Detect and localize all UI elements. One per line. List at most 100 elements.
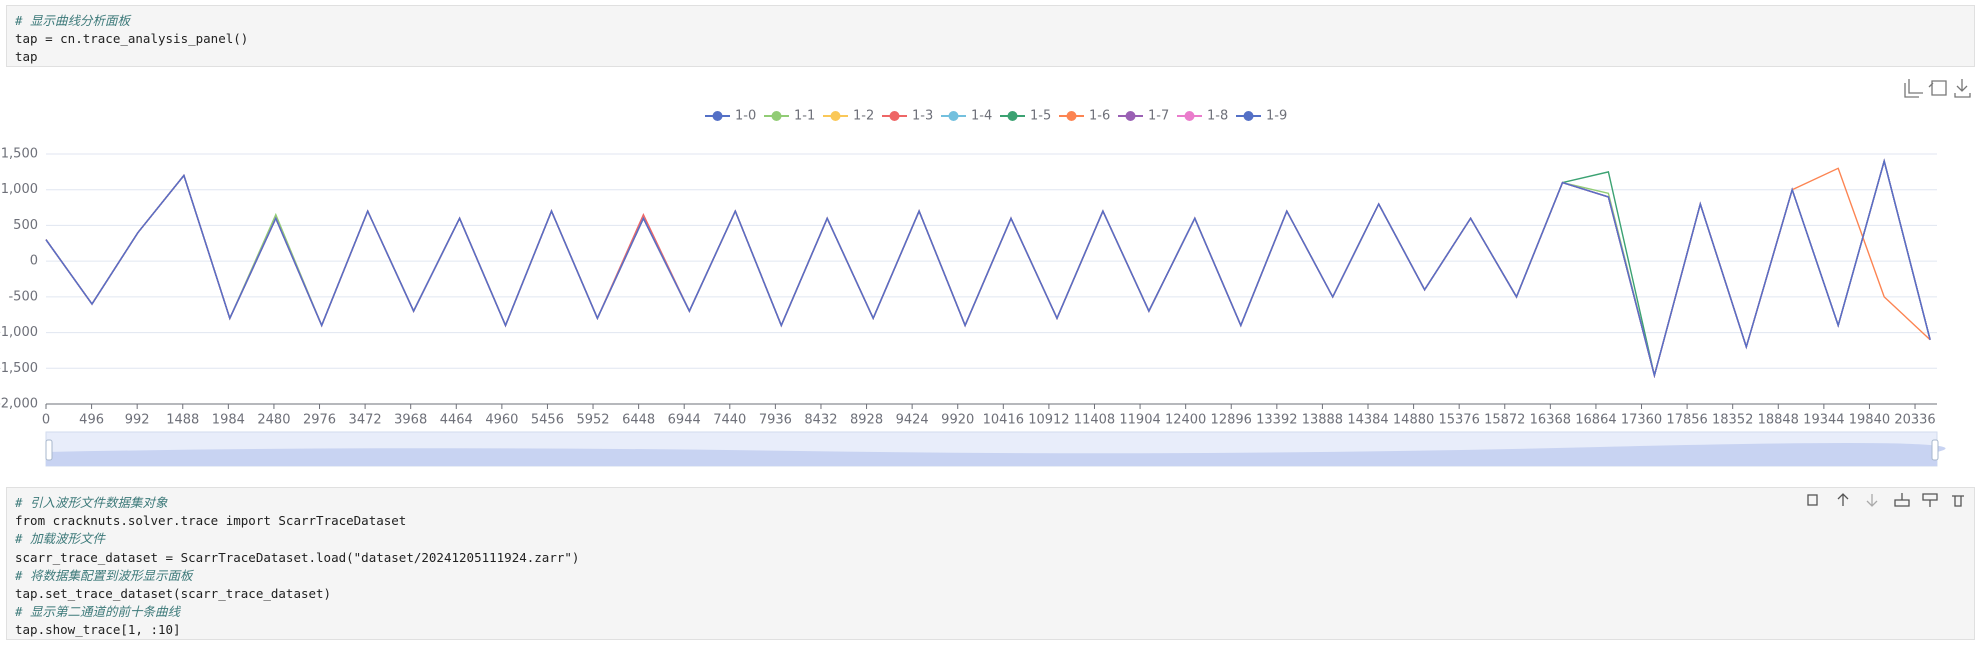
legend-item[interactable]: 1-1 (764, 109, 815, 124)
code-line: scarr_trace_dataset = ScarrTraceDataset.… (15, 549, 580, 565)
chart: 1,500 1,000 500 0 -500 -1,000 -1,500 -2,000 0 496… (0, 79, 1971, 467)
legend-symbol (771, 111, 782, 121)
code-line: # 显示曲线分析面板 (15, 13, 131, 28)
legend-label: 1-1 (794, 109, 815, 124)
trace-line (45, 158, 1931, 379)
x-tick-label: 19344 (1803, 413, 1844, 428)
x-tick-label: 8928 (850, 413, 883, 428)
y-tick-label: -500 (8, 289, 38, 304)
x-tick-label: 19840 (1849, 413, 1890, 428)
x-tick-label: 4464 (440, 413, 473, 428)
zoom-icon[interactable] (1904, 79, 1923, 98)
x-tick-label: 15872 (1484, 413, 1525, 428)
copy-icon[interactable] (1807, 494, 1818, 506)
code-line: from cracknuts.solver.trace import Scarr… (15, 513, 407, 529)
x-tick-label: 17360 (1621, 413, 1662, 428)
x-tick-label: 18848 (1758, 413, 1799, 428)
code-line: # 将数据集配置到波形显示面板 (15, 567, 193, 583)
x-tick-label: 13888 (1302, 413, 1343, 428)
x-tick-label: 9424 (896, 413, 929, 428)
x-tick-label: 16368 (1530, 413, 1571, 428)
legend-label: 1-5 (1030, 109, 1051, 124)
slider-preview (46, 443, 1946, 466)
y-tick-label: -1,500 (0, 361, 38, 376)
x-tick-label: 14880 (1393, 413, 1434, 428)
x-tick-label: 16864 (1575, 413, 1616, 428)
legend-item[interactable]: 1-0 (705, 109, 756, 124)
x-tick-label: 12896 (1211, 413, 1252, 428)
x-tick-label: 15376 (1438, 413, 1479, 428)
toolbox[interactable] (1904, 79, 1971, 98)
cell-toolbar (1807, 493, 1964, 507)
legend-label: 1-3 (912, 109, 933, 124)
x-tick-label: 0 (42, 413, 50, 428)
x-tick-label: 11408 (1074, 413, 1115, 428)
x-tick-label: 12400 (1165, 413, 1206, 428)
legend-item[interactable]: 1-6 (1059, 109, 1110, 124)
x-tick-label: 7936 (759, 413, 792, 428)
x-tick-label: 6448 (622, 413, 655, 428)
legend-label: 1-4 (971, 109, 992, 124)
x-tick-label: 2976 (303, 413, 336, 428)
code-line: # 引入波形文件数据集对象 (15, 495, 168, 510)
x-tick-label: 8432 (804, 413, 837, 428)
code-line: tap = cn.trace_analysis_panel() (15, 31, 249, 47)
legend-item[interactable]: 1-9 (1236, 109, 1287, 124)
y-tick-label: 0 (30, 254, 38, 269)
move-up-icon[interactable] (1837, 493, 1849, 506)
trace-line (45, 158, 1931, 376)
x-tick-label: 992 (125, 413, 150, 428)
y-tick-label: -1,000 (0, 325, 38, 340)
insert-above-icon[interactable] (1894, 493, 1910, 507)
x-tick-label: 9920 (941, 413, 974, 428)
save-icon[interactable] (1954, 79, 1971, 98)
y-tick-label: 500 (13, 218, 38, 233)
x-tick-label: 2480 (257, 413, 290, 428)
code-cell[interactable]: # 引入波形文件数据集对象 from cracknuts.solver.trace… (6, 487, 1975, 640)
code-line: # 加载波形文件 (15, 531, 106, 547)
legend-item[interactable]: 1-5 (1000, 109, 1051, 124)
code-line: tap.set_trace_dataset(scarr_trace_datase… (15, 586, 332, 602)
x-tick-label: 20336 (1894, 413, 1935, 428)
code-line: # 显示第二通道的前十条曲线 (15, 604, 181, 620)
legend-label: 1-0 (735, 109, 756, 124)
legend-label: 1-7 (1148, 109, 1169, 124)
legend-item[interactable]: 1-2 (823, 109, 874, 124)
x-tick-label: 1984 (212, 413, 245, 428)
x-tick-label: 17856 (1666, 413, 1707, 428)
y-tick-label: 1,500 (1, 147, 38, 162)
x-tick-label: 14384 (1347, 413, 1388, 428)
legend-label: 1-2 (853, 109, 874, 124)
legend-item[interactable]: 1-4 (941, 109, 992, 124)
legend-item[interactable]: 1-8 (1177, 109, 1228, 124)
slider-handle[interactable] (1931, 439, 1939, 461)
code-line: tap.show_trace[1, :10] (15, 622, 181, 638)
x-tick-label: 13392 (1256, 413, 1297, 428)
x-tick-label: 6944 (668, 413, 701, 428)
x-tick-label: 5952 (576, 413, 609, 428)
y-tick-label: 1,000 (1, 182, 38, 197)
slider-handle[interactable] (45, 439, 53, 461)
legend-symbol (1007, 111, 1018, 121)
x-tick-label: 496 (79, 413, 104, 428)
reset-icon[interactable] (1928, 80, 1947, 96)
legend-symbol (1066, 111, 1077, 121)
x-tick-label: 10912 (1028, 413, 1069, 428)
x-tick-label: 11904 (1119, 413, 1160, 428)
legend-label: 1-9 (1266, 109, 1287, 124)
legend-item[interactable]: 1-3 (882, 109, 933, 124)
y-tick-label: -2,000 (0, 397, 38, 412)
x-tick-label: 18352 (1712, 413, 1753, 428)
code-cell[interactable]: # 显示曲线分析面板 tap = cn.trace_analysis_panel(… (6, 5, 1975, 67)
legend-symbol (712, 111, 723, 121)
x-tick-label: 7440 (713, 413, 746, 428)
legend-item[interactable]: 1-7 (1118, 109, 1169, 124)
delete-icon[interactable] (1952, 495, 1964, 507)
move-down-icon[interactable] (1866, 494, 1878, 507)
insert-below-icon[interactable] (1922, 493, 1938, 507)
legend-symbol (830, 111, 841, 121)
legend-symbol (1125, 111, 1136, 121)
code-line: tap (15, 49, 38, 65)
x-tick-label: 4960 (485, 413, 518, 428)
legend-symbol (889, 111, 900, 121)
